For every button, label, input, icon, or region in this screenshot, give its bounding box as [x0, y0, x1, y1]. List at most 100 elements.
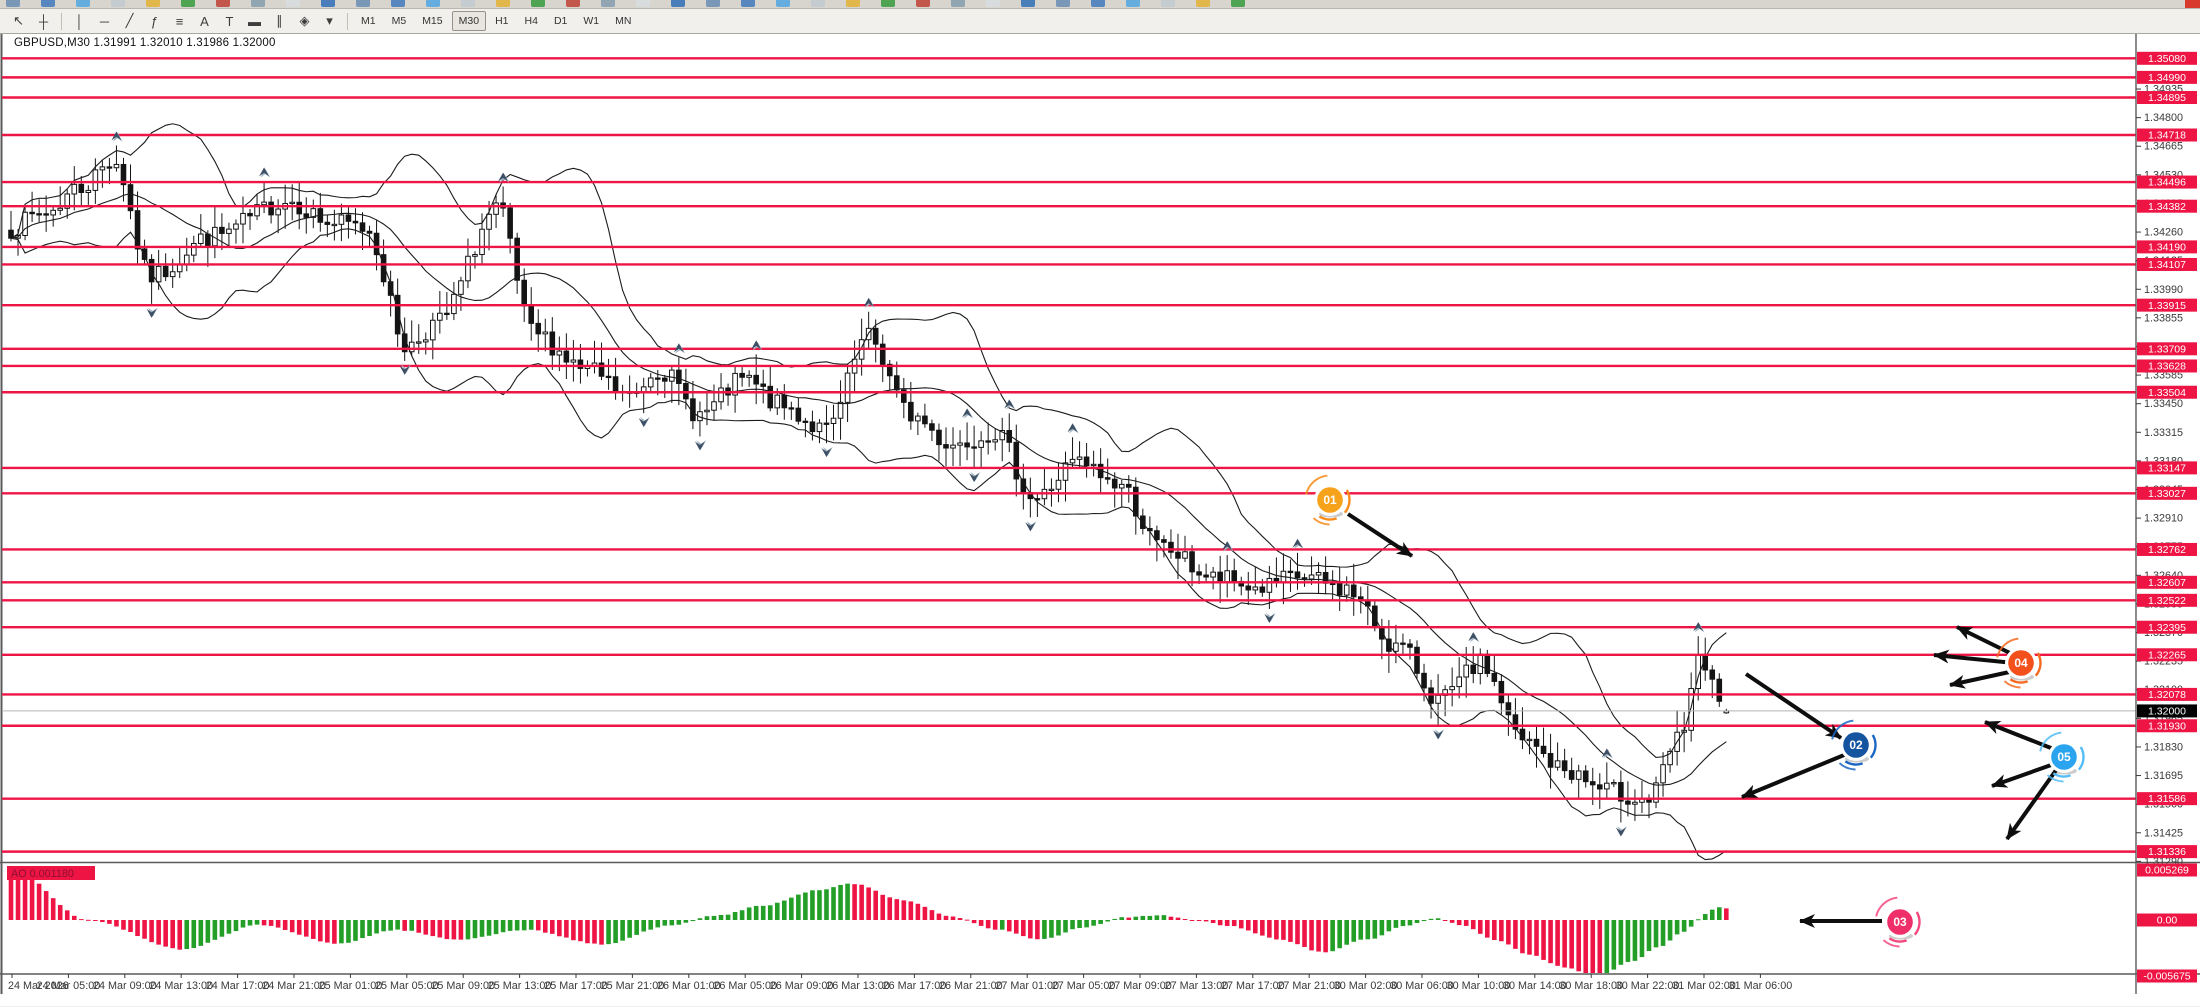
- ao-bar: [1281, 920, 1286, 940]
- arrows-dropdown-tool-button[interactable]: ▾: [326, 13, 333, 28]
- time-tick-label: 27 Mar 13:00: [1165, 980, 1229, 992]
- marker-circle[interactable]: [1843, 732, 1869, 758]
- marker-circle[interactable]: [1887, 909, 1913, 935]
- text-label-tool-button[interactable]: T: [225, 13, 234, 29]
- candle-body: [1393, 642, 1399, 652]
- candle-body: [844, 372, 851, 403]
- time-tick-label: 30 Mar 14:00: [1503, 980, 1567, 992]
- candle-body: [1653, 782, 1659, 803]
- timeframe-button-m5[interactable]: M5: [391, 15, 407, 27]
- clipped-icon: [1056, 0, 1070, 7]
- ao-bar: [1056, 920, 1061, 936]
- price-tick-label: 1.34800: [2144, 112, 2183, 124]
- cursor-tool-button[interactable]: ↖: [13, 13, 24, 28]
- ao-bar: [803, 892, 808, 920]
- ao-bar: [458, 920, 464, 940]
- ao-bar: [1238, 920, 1244, 929]
- ao-bar: [184, 920, 190, 950]
- price-tick-label: 1.31425: [2144, 827, 2183, 839]
- candle-body: [718, 387, 724, 403]
- ao-bar: [845, 883, 850, 920]
- candle-body: [198, 233, 204, 244]
- ao-bar: [36, 883, 42, 920]
- ao-bar: [950, 916, 956, 920]
- timeframe-button-h1[interactable]: H1: [495, 15, 509, 27]
- marker-05[interactable]: 05: [1984, 720, 2091, 841]
- marker-03[interactable]: 03: [1799, 895, 1927, 948]
- clipped-icon: [671, 0, 685, 7]
- candle-body: [1231, 570, 1238, 583]
- marker-circle[interactable]: [2008, 650, 2034, 676]
- clipped-icon: [356, 0, 370, 7]
- clipped-icon: [76, 0, 90, 7]
- candle-body: [1561, 760, 1568, 772]
- timeframe-button-m1[interactable]: M1: [361, 15, 376, 27]
- ao-bar: [1337, 920, 1342, 949]
- ao-bar: [15, 869, 21, 920]
- trendline-tool-button[interactable]: ╱: [125, 13, 134, 28]
- candle-body: [886, 363, 893, 377]
- timeframe-button-m15[interactable]: M15: [422, 15, 443, 27]
- fractal-up-icon: [673, 343, 684, 353]
- marker-circle[interactable]: [1317, 487, 1343, 513]
- candle-body: [352, 220, 359, 224]
- candle-body: [816, 422, 823, 433]
- ao-bar: [711, 915, 717, 920]
- marker-01[interactable]: 01: [1303, 473, 1414, 558]
- ao-bar: [1569, 920, 1574, 969]
- ao-bar: [557, 920, 562, 937]
- price-level-label: 1.34990: [2137, 70, 2197, 84]
- ao-bar: [1625, 920, 1631, 962]
- ao-bar: [915, 903, 921, 920]
- ao-bar: [732, 911, 738, 920]
- timeframe-button-m30[interactable]: M30: [451, 11, 487, 31]
- marker-arc-outer: [1995, 637, 2047, 689]
- cycle-lines-tool-button[interactable]: ≡: [175, 13, 184, 29]
- horizontal-line-tool-button[interactable]: ─: [99, 13, 110, 29]
- fibonacci-tool-button[interactable]: ƒ: [150, 13, 159, 29]
- time-tick-label: 24 Mar 17:00: [206, 980, 270, 992]
- timeframe-button-mn[interactable]: MN: [615, 15, 632, 27]
- rectangle-tool-button[interactable]: ▬: [248, 13, 261, 29]
- price-level-label-bg: [2137, 575, 2197, 589]
- close-button-fragment[interactable]: [2185, 0, 2200, 8]
- ao-bar: [500, 920, 506, 933]
- text-tool-button[interactable]: A: [200, 13, 209, 29]
- ao-bar: [1534, 920, 1539, 956]
- crosshair-tool-button[interactable]: ┼: [38, 13, 49, 29]
- candle-body: [261, 201, 267, 206]
- timeframe-button-d1[interactable]: D1: [553, 15, 568, 27]
- fractal-down-icon: [638, 418, 649, 428]
- ao-bar: [662, 920, 668, 926]
- marker-04[interactable]: 04: [1933, 625, 2048, 690]
- ao-bar: [824, 889, 829, 920]
- clipped-icon: [6, 0, 20, 7]
- timeframe-button-w1[interactable]: W1: [583, 15, 600, 27]
- ao-bar: [1414, 920, 1420, 923]
- ao-bar: [929, 910, 935, 920]
- price-level-label: 1.34107: [2137, 257, 2197, 271]
- price-level-label: 1.34382: [2137, 199, 2197, 213]
- candle-body: [1048, 488, 1055, 492]
- price-level-label-text: 1.34895: [2148, 92, 2186, 104]
- timeframe-button-h4[interactable]: H4: [524, 15, 538, 27]
- ao-bar: [648, 920, 654, 930]
- ao-bar: [585, 920, 590, 944]
- ao-bar: [873, 890, 878, 920]
- candle-body: [1435, 694, 1441, 704]
- ao-bar: [1133, 916, 1139, 920]
- marker-circle[interactable]: [2051, 744, 2077, 770]
- fractal-down-icon: [146, 308, 157, 318]
- arrows-tool-button[interactable]: ◈: [299, 13, 310, 28]
- candle-body: [563, 350, 570, 363]
- candle-body: [1013, 441, 1020, 480]
- ao-bar: [1295, 920, 1300, 945]
- vertical-line-tool-button[interactable]: │: [75, 13, 84, 29]
- ao-bar: [1379, 920, 1385, 936]
- time-tick-label: 24 Mar 05:00: [37, 980, 101, 992]
- ao-bar: [690, 920, 696, 922]
- marker-02[interactable]: 02: [1741, 672, 1883, 799]
- candle-body: [268, 201, 274, 216]
- channels-tool-button[interactable]: ∥: [276, 13, 283, 28]
